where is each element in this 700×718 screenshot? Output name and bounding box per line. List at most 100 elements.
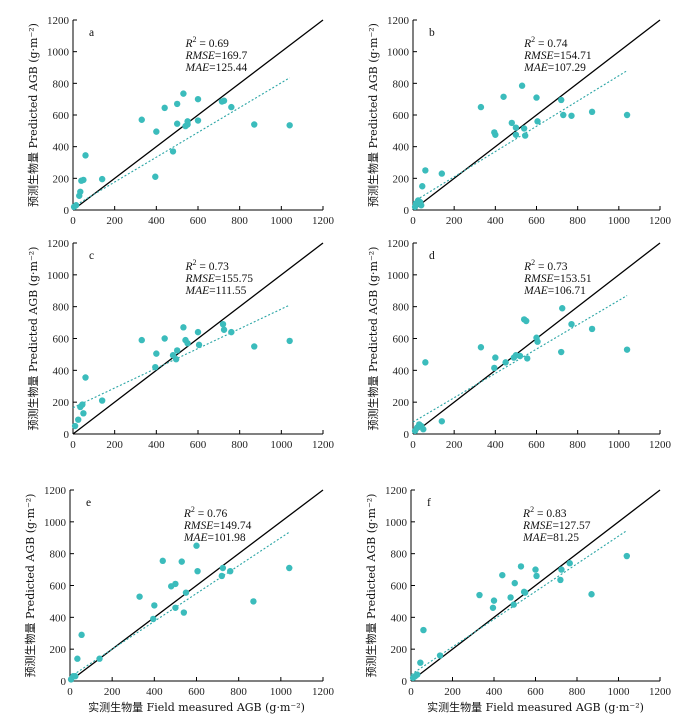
y-tick-label: 800 — [53, 78, 70, 90]
r2-annotation: R2 = 0.73 — [185, 258, 230, 273]
y-tick-label: 1200 — [44, 485, 67, 497]
data-point — [194, 567, 201, 575]
y-tick-label: 200 — [391, 644, 408, 656]
panel-letter: f — [427, 497, 431, 509]
data-point — [218, 572, 225, 580]
fit-line — [69, 531, 290, 678]
y-tick-label: 800 — [53, 302, 70, 314]
x-tick-label: 400 — [487, 439, 504, 451]
data-point — [180, 609, 188, 616]
data-point — [75, 416, 82, 423]
data-point — [194, 328, 202, 336]
data-point — [623, 346, 631, 353]
y-tick-label: 200 — [53, 173, 70, 185]
x-tick-label: 0 — [410, 215, 416, 227]
y-tick-label: 1200 — [47, 15, 70, 27]
y-tick-label: 1000 — [47, 270, 70, 282]
y-tick-label: 800 — [393, 302, 410, 314]
rmse-annotation: RMSE=149.74 — [183, 520, 252, 532]
data-point — [521, 589, 529, 596]
one-to-one-line — [412, 19, 661, 211]
data-point — [80, 176, 87, 184]
y-tick-label: 600 — [53, 110, 70, 122]
data-point — [524, 355, 531, 362]
data-point — [71, 422, 79, 430]
x-axis-label: 实测生物量 Field measured AGB (g·m⁻²) — [427, 700, 644, 714]
data-point — [489, 604, 497, 611]
data-point — [79, 401, 86, 408]
data-point — [420, 426, 427, 433]
data-point — [499, 571, 506, 579]
x-tick-label: 800 — [569, 215, 586, 227]
data-point — [220, 97, 228, 104]
y-tick-label: 0 — [61, 676, 67, 688]
x-tick-label: 1000 — [608, 215, 631, 227]
y-tick-label: 1200 — [47, 238, 70, 250]
y-axis-label: 预测生物量 Predicted AGB (g·m⁻²) — [23, 494, 37, 678]
data-point — [194, 117, 202, 124]
mae-annotation: MAE=101.98 — [183, 532, 246, 544]
x-tick-label: 0 — [70, 215, 76, 227]
data-point — [492, 354, 499, 361]
data-point — [151, 602, 158, 609]
r2-annotation: R2 = 0.83 — [522, 505, 567, 520]
x-tick-label: 400 — [146, 686, 163, 698]
data-point — [250, 598, 257, 605]
data-point — [182, 589, 190, 596]
fit-line — [412, 70, 628, 203]
y-tick-label: 600 — [393, 110, 410, 122]
x-tick-label: 0 — [67, 686, 73, 698]
data-point — [558, 96, 565, 104]
data-point — [516, 352, 524, 360]
data-point — [534, 118, 541, 125]
data-point — [219, 564, 227, 572]
data-point — [417, 659, 424, 666]
x-tick-label: 800 — [231, 215, 248, 227]
rmse-annotation: RMSE=153.51 — [523, 273, 592, 285]
y-tick-label: 800 — [393, 78, 410, 90]
y-tick-label: 1000 — [47, 47, 70, 59]
x-tick-label: 800 — [230, 686, 247, 698]
data-point — [96, 655, 103, 662]
data-point — [153, 350, 160, 357]
data-point — [80, 410, 87, 417]
data-point — [558, 348, 565, 356]
data-point — [419, 183, 426, 190]
data-point — [173, 347, 181, 354]
y-axis-label: 预测生物量 Predicted AGB (g·m⁻²) — [26, 247, 40, 431]
data-point — [78, 631, 85, 639]
y-tick-label: 200 — [53, 397, 70, 409]
y-tick-label: 600 — [391, 581, 408, 593]
y-tick-label: 0 — [404, 429, 410, 441]
y-tick-label: 800 — [391, 549, 408, 561]
data-point — [500, 93, 507, 100]
data-point — [72, 673, 79, 680]
data-point — [178, 558, 185, 565]
y-tick-label: 200 — [393, 397, 410, 409]
data-point — [286, 122, 293, 129]
data-point — [523, 317, 530, 325]
data-point — [153, 128, 160, 135]
data-point — [512, 124, 520, 131]
data-point — [568, 320, 575, 328]
panel-d: 0 200 400 600 800 1000 1200 0 200 400 600 800 1000 12… — [366, 238, 672, 451]
x-tick-label: 1000 — [270, 686, 293, 698]
x-tick-label: 1000 — [608, 439, 631, 451]
data-point — [251, 121, 258, 128]
data-point — [507, 594, 514, 601]
data-point — [136, 593, 143, 600]
one-to-one-line — [72, 242, 324, 435]
data-point — [534, 338, 541, 345]
x-tick-label: 1000 — [270, 439, 293, 451]
fit-line — [72, 304, 290, 409]
x-tick-label: 600 — [190, 215, 207, 227]
data-point — [152, 363, 159, 371]
panel-f: 0 200 400 600 800 1000 1200 0 200 400 600 800 1000 12… — [364, 485, 672, 714]
x-tick-label: 800 — [569, 439, 586, 451]
data-point — [559, 305, 566, 312]
data-point — [520, 125, 528, 132]
y-tick-label: 400 — [393, 365, 410, 377]
data-point — [251, 343, 258, 350]
x-tick-label: 400 — [486, 686, 503, 698]
rmse-annotation: RMSE=155.75 — [185, 273, 254, 285]
